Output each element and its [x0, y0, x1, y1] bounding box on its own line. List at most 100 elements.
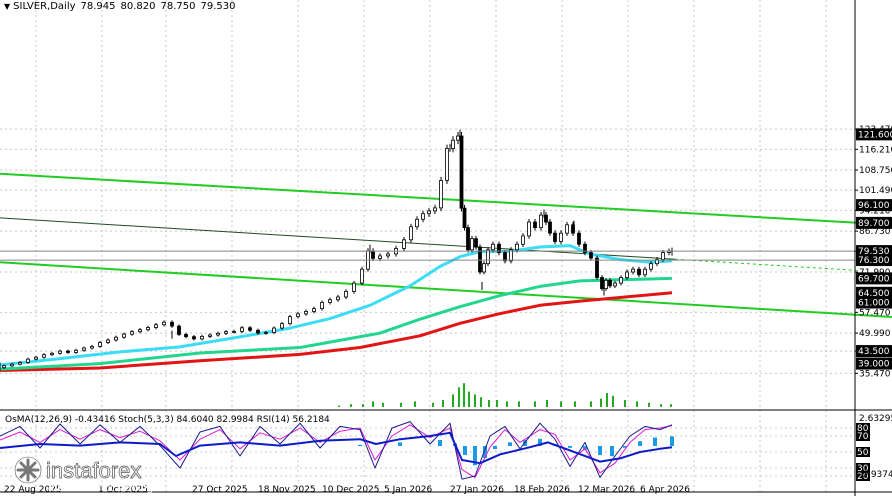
osc-axis-label: 30: [857, 464, 869, 474]
osma-bar-8: [508, 442, 512, 446]
candle-body-49: [378, 255, 382, 259]
close-value: 79.530: [200, 1, 236, 12]
time-axis-label: 6 Apr 2026: [640, 485, 690, 495]
high-value: 80.820: [120, 1, 156, 12]
candle-body-69: [486, 249, 490, 265]
candle-body-1: [2, 365, 6, 369]
candle-body-5: [34, 356, 38, 360]
osc-level-box-5: [856, 471, 870, 481]
volume-bar-1: [350, 404, 352, 407]
level-box-4: [856, 254, 892, 267]
osma-bar-5: [473, 446, 477, 466]
candle-body-90: [604, 279, 608, 290]
level-label: 121.600: [858, 130, 892, 140]
osc-level-box-1: [856, 423, 870, 433]
osma-bar-18: [653, 437, 657, 446]
candle-body-85: [577, 232, 581, 245]
dropdown-triangle-icon[interactable]: ▼: [4, 2, 11, 11]
candle-body-2: [10, 363, 14, 367]
logo-brand: instaforex: [46, 458, 141, 483]
candle-body-50: [386, 253, 390, 257]
osc-axis-label: -5.9374: [859, 470, 892, 480]
candle-body-58: [439, 180, 443, 209]
ma-slow-line: [0, 291, 673, 372]
candle-body-100: [661, 252, 665, 260]
candle-body-57: [433, 207, 437, 212]
volume-bar-8: [442, 400, 444, 407]
volume-bar-13: [474, 394, 476, 407]
candle-body-68: [482, 263, 486, 273]
volume-bar-12: [468, 391, 470, 407]
candle-body-87: [589, 252, 593, 259]
candle-body-23: [177, 325, 181, 335]
volume-bar-19: [534, 401, 536, 407]
candle-body-27: [208, 334, 212, 337]
chart-header: ▼ SILVER,Daily 78.945 80.820 78.750 79.530: [4, 1, 241, 12]
volume-bar-18: [518, 401, 520, 407]
osma-bar-4: [463, 446, 467, 455]
candle-body-39: [304, 311, 308, 315]
candle-body-20: [154, 324, 158, 328]
volume-bar-4: [382, 402, 384, 407]
time-axis-label: 27 Oct 2025: [192, 485, 248, 495]
volume-bar-28: [636, 401, 638, 407]
candle-body-30: [232, 330, 236, 333]
osc-level-box-2: [856, 431, 870, 441]
rsi-line: [0, 431, 673, 465]
candle-body-62: [459, 135, 464, 209]
candle-body-89: [600, 277, 604, 290]
volume-bar-10: [458, 387, 460, 407]
candle-body-84: [571, 224, 575, 234]
symbol-label: SILVER,Daily: [13, 1, 76, 12]
price-axis-label: 94.210: [859, 206, 891, 216]
candle-body-76: [527, 221, 531, 237]
candle-body-61: [456, 135, 460, 141]
candle-body-29: [224, 331, 228, 334]
candle-body-37: [288, 316, 292, 325]
candle-body-11: [82, 347, 86, 351]
level-box-0: [856, 128, 892, 141]
level-box-8: [856, 345, 892, 358]
candle-body-94: [625, 271, 629, 278]
time-axis-label: 18 Nov 2025: [258, 485, 316, 495]
volume-bar-2: [362, 404, 364, 407]
time-axis-label: 18 Feb 2026: [514, 485, 570, 495]
candle-body-14: [106, 339, 110, 343]
volume-bar-23: [590, 401, 592, 407]
candle-body-80: [548, 221, 552, 234]
volume-bar-30: [660, 404, 662, 407]
volume-bar-16: [496, 400, 498, 407]
candle-body-56: [427, 210, 431, 215]
candle-body-7: [50, 352, 54, 356]
volume-bar-26: [612, 395, 614, 407]
candle-body-99: [655, 259, 659, 265]
level-box-9: [856, 357, 892, 370]
candle-body-66: [474, 238, 478, 248]
volume-bar-25: [606, 393, 608, 407]
osma-bar-12: [568, 446, 572, 448]
candle-body-82: [559, 232, 563, 242]
candle-body-67: [478, 246, 482, 273]
osma-bar-6: [483, 446, 487, 458]
ma-fast-line: [0, 244, 673, 367]
osma-bar-10: [538, 438, 542, 446]
candle-body-63: [462, 207, 467, 229]
candle-body-71: [497, 243, 501, 253]
candle-body-78: [539, 214, 543, 229]
candle-body-70: [491, 243, 495, 251]
candle-body-18: [138, 329, 142, 333]
osma-bar-1: [398, 442, 402, 446]
candle-body-3: [18, 362, 22, 365]
candle-body-74: [515, 243, 519, 251]
level-label: 96.100: [858, 201, 890, 211]
time-axis-label: 27 Jan 2026: [450, 485, 504, 495]
volume-bar-6: [414, 401, 416, 407]
candle-body-28: [216, 332, 220, 336]
candle-body-48: [371, 250, 375, 259]
volume-bar-22: [574, 401, 576, 407]
volume-bar-9: [452, 394, 454, 407]
candle-body-59: [445, 148, 449, 181]
level-box-6: [856, 286, 892, 299]
volume-bar-5: [400, 402, 402, 407]
level-label: 76.300: [858, 256, 890, 266]
